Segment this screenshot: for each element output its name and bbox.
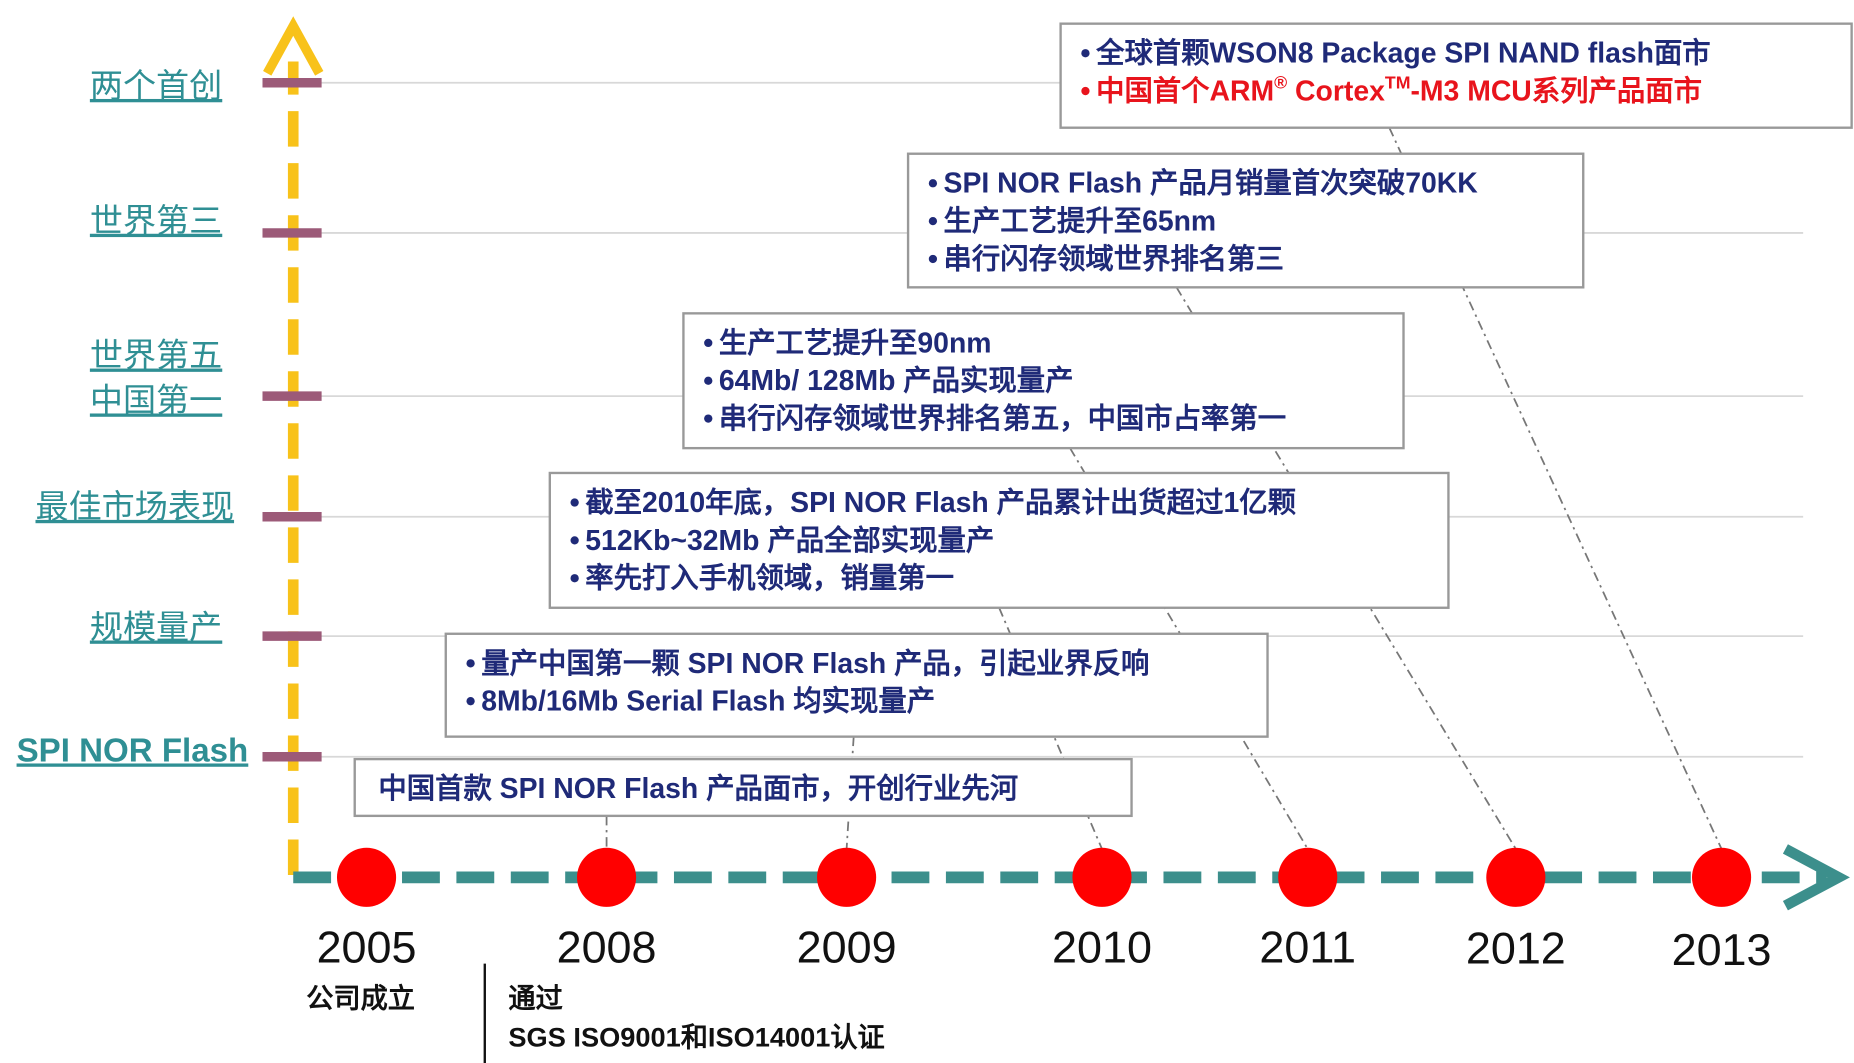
bullet	[466, 697, 475, 706]
milestone-item: 64Mb/ 128Mb 产品实现量产	[719, 364, 1074, 397]
bullet	[466, 659, 475, 668]
milestone-item: 生产工艺提升至65nm	[944, 206, 1217, 238]
bullet	[704, 414, 713, 423]
bullet	[928, 179, 938, 188]
year-label: 2012	[1466, 923, 1566, 974]
axis-label: SPI NOR Flash	[17, 732, 249, 769]
bullet	[570, 498, 579, 507]
milestone-highlight: 中国首个ARM® CortexTM-M3 MCU系列产品面市	[1096, 73, 1702, 108]
superscript: ®	[1274, 73, 1287, 93]
year-label: 2005	[317, 921, 417, 972]
vertical-arrowhead	[263, 16, 324, 76]
bullet	[1081, 86, 1090, 96]
milestone-box	[548, 471, 1450, 609]
milestone-box	[353, 757, 1133, 818]
milestone-item: 8Mb/16Mb Serial Flash 均实现量产	[481, 685, 935, 718]
milestone-item: 截至2010年底，SPI NOR Flash 产品累计出货超过1亿颗	[585, 486, 1296, 519]
year-label: 2010	[1052, 921, 1152, 972]
milestone-item: 512Kb~32Mb 产品全部实现量产	[585, 524, 994, 557]
year-dot	[1278, 847, 1338, 907]
milestone-item: 生产工艺提升至90nm	[719, 327, 992, 359]
axis-label: 世界第三	[90, 203, 222, 240]
cert-note: SGS ISO9001和ISO14001认证	[508, 1021, 884, 1052]
milestone-box	[444, 632, 1269, 738]
text-part: Cortex	[1287, 76, 1385, 108]
connector	[1069, 447, 1309, 850]
milestone-box	[682, 312, 1405, 450]
milestone-item: 中国首款 SPI NOR Flash 产品面市，开创行业先河	[378, 772, 1018, 805]
milestone-box	[906, 152, 1585, 289]
axis-label: 中国第一	[90, 382, 222, 419]
milestone-item: 全球首颗WSON8 Package SPI NAND flash面市	[1095, 37, 1711, 70]
bullet	[570, 574, 579, 583]
milestone-item: SPI NOR Flash 产品月销量首次突破70KK	[944, 167, 1479, 200]
superscript: TM	[1385, 73, 1411, 93]
bullet	[928, 254, 938, 264]
bullet	[928, 216, 938, 226]
horizontal-arrowhead	[1782, 844, 1850, 911]
year-dot	[817, 847, 877, 907]
axis-label: 规模量产	[90, 610, 222, 647]
milestone-item: 量产中国第一颗 SPI NOR Flash 产品，引起业界反响	[481, 647, 1149, 680]
axis-label: 两个首创	[90, 68, 222, 105]
year-label: 2013	[1672, 924, 1772, 975]
axis-label: 最佳市场表现	[36, 489, 235, 526]
year-dot	[577, 847, 637, 907]
year-label: 2011	[1259, 921, 1356, 972]
year-dot	[1072, 847, 1132, 907]
founding-note: 公司成立	[306, 982, 415, 1013]
year-label: 2009	[797, 921, 897, 972]
connector	[845, 736, 855, 850]
milestone-item: 串行闪存领域世界排名第五，中国市占率第一	[719, 402, 1286, 435]
year-dot	[1486, 847, 1546, 907]
bullet	[1081, 49, 1090, 58]
text-part: -M3 MCU系列产品面市	[1410, 75, 1701, 108]
bullet	[704, 338, 713, 348]
bullet	[704, 376, 713, 385]
year-dot	[1692, 847, 1752, 907]
year-dot	[336, 847, 397, 907]
bullet	[570, 536, 579, 545]
milestone-box	[1059, 22, 1853, 129]
cert-title: 通过	[508, 982, 562, 1013]
text-part: 中国首个ARM	[1096, 76, 1274, 108]
axis-label: 世界第五	[90, 338, 222, 375]
milestone-item: 串行闪存领域世界排名第三	[944, 242, 1284, 275]
milestone-item: 率先打入手机领域，销量第一	[585, 562, 954, 595]
year-label: 2008	[557, 921, 657, 972]
